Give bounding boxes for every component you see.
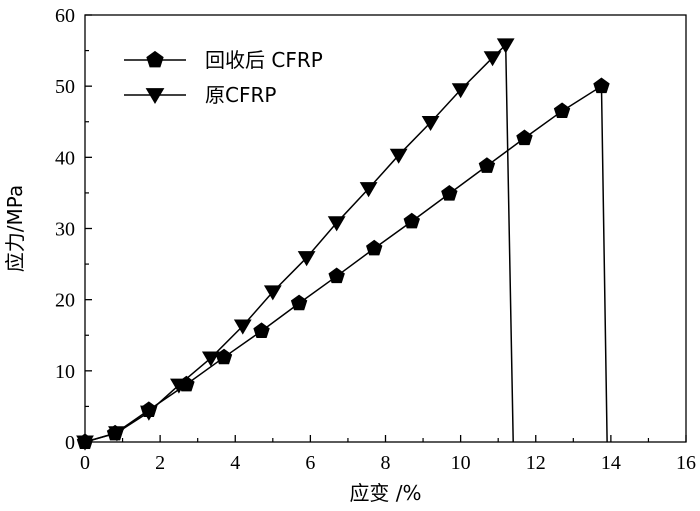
x-tick-label: 10: [451, 452, 471, 474]
data-point: [496, 38, 515, 54]
y-tick-label: 30: [55, 219, 75, 241]
data-point: [215, 348, 233, 365]
series-line: [84, 84, 608, 443]
data-point: [328, 267, 345, 284]
legend-label: 回收后 CFRP: [205, 48, 323, 72]
series-2: [76, 38, 515, 451]
x-tick-label: 16: [676, 452, 696, 474]
x-tick-label: 8: [381, 452, 391, 474]
x-tick-label: 12: [526, 452, 546, 474]
data-point: [253, 322, 270, 338]
axes: 0 2 4 6 8 10 12 14 16 0 10 20 30 40 50 60: [55, 5, 696, 474]
data-point: [170, 378, 188, 394]
series-layer: [76, 38, 610, 451]
y-tick-label: 60: [55, 5, 75, 27]
data-point: [201, 351, 220, 367]
legend-marker: [146, 50, 164, 68]
y-tick-label: 40: [55, 147, 75, 169]
legend-marker: [145, 88, 165, 105]
data-point: [290, 294, 308, 311]
data-point: [76, 435, 94, 451]
x-tick-label: 6: [305, 452, 315, 474]
data-point: [553, 102, 571, 119]
data-point: [139, 405, 158, 421]
y-tick-label: 50: [55, 76, 75, 98]
data-point: [263, 285, 282, 301]
data-point: [478, 157, 496, 173]
data-point: [359, 182, 378, 198]
data-point: [297, 251, 316, 267]
y-tick-label: 0: [65, 432, 75, 454]
series-1: [76, 77, 610, 449]
x-tick-label: 2: [155, 452, 165, 474]
data-point: [516, 129, 533, 146]
y-tick-label: 20: [55, 290, 75, 312]
y-axis-title: 应力/MPa: [3, 185, 27, 272]
data-point: [593, 77, 610, 94]
x-tick-label: 14: [601, 452, 621, 474]
series-line: [84, 43, 514, 443]
plot-frame: [84, 14, 687, 443]
legend-label: 原CFRP: [205, 83, 276, 107]
legend: 回收后 CFRP 原CFRP: [124, 48, 323, 107]
data-point: [483, 51, 502, 67]
y-tick-label: 10: [55, 361, 75, 383]
data-point: [327, 216, 346, 232]
data-point: [421, 115, 440, 132]
x-axis-title: 应变 /%: [349, 481, 421, 505]
x-tick-label: 0: [80, 452, 90, 474]
data-point: [441, 185, 458, 201]
data-point: [233, 319, 252, 335]
data-point: [403, 212, 420, 229]
x-tick-label: 4: [230, 452, 240, 474]
data-point: [389, 148, 408, 164]
data-point: [366, 239, 383, 256]
data-point: [451, 83, 470, 99]
data-point: [108, 426, 126, 442]
